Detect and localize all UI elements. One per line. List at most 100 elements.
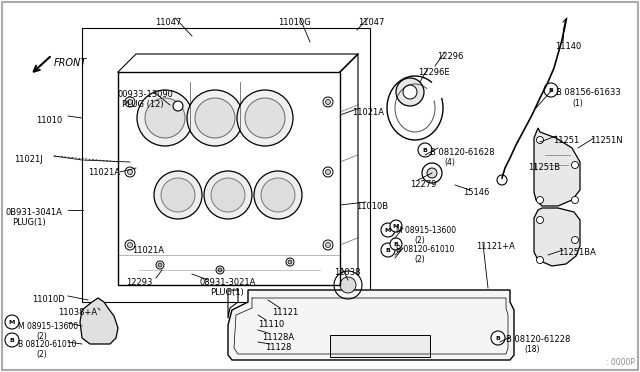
- Text: 11140: 11140: [555, 42, 581, 51]
- Text: (1): (1): [572, 99, 583, 108]
- Circle shape: [125, 97, 135, 107]
- Text: PLUG(1): PLUG(1): [12, 218, 45, 227]
- Text: 11010: 11010: [36, 116, 62, 125]
- Text: 11251N: 11251N: [590, 136, 623, 145]
- Text: (2): (2): [36, 332, 47, 341]
- Circle shape: [427, 168, 437, 178]
- Circle shape: [418, 143, 432, 157]
- Text: B 08120-61010: B 08120-61010: [396, 245, 454, 254]
- Circle shape: [161, 178, 195, 212]
- Text: M: M: [9, 320, 15, 324]
- Circle shape: [261, 178, 295, 212]
- Circle shape: [127, 99, 132, 105]
- Text: : 0000P: : 0000P: [606, 358, 635, 367]
- Text: 11121+A: 11121+A: [476, 242, 515, 251]
- Text: M: M: [393, 224, 399, 228]
- Text: 11110: 11110: [258, 320, 284, 329]
- Circle shape: [390, 220, 402, 232]
- Circle shape: [137, 90, 193, 146]
- Text: FRONT: FRONT: [54, 58, 87, 68]
- Bar: [330, 335, 430, 357]
- Text: 12293: 12293: [126, 278, 152, 287]
- Text: B: B: [495, 336, 500, 340]
- Text: B: B: [385, 247, 390, 253]
- Circle shape: [288, 260, 292, 264]
- Text: M 08915-13600: M 08915-13600: [18, 322, 78, 331]
- Circle shape: [323, 97, 333, 107]
- Polygon shape: [228, 290, 514, 360]
- Text: 11010D: 11010D: [32, 295, 65, 304]
- Circle shape: [125, 167, 135, 177]
- Circle shape: [158, 263, 162, 267]
- Text: B 08156-61633: B 08156-61633: [556, 88, 621, 97]
- Circle shape: [323, 240, 333, 250]
- Circle shape: [216, 266, 224, 274]
- Circle shape: [254, 171, 302, 219]
- Circle shape: [5, 333, 19, 347]
- Text: 11038: 11038: [334, 268, 360, 277]
- Circle shape: [396, 78, 424, 106]
- Polygon shape: [80, 298, 118, 344]
- Circle shape: [245, 98, 285, 138]
- Text: 12279: 12279: [410, 180, 436, 189]
- Text: 15146: 15146: [463, 188, 490, 197]
- Circle shape: [127, 170, 132, 174]
- Circle shape: [491, 331, 505, 345]
- Circle shape: [156, 261, 164, 269]
- Text: 08931-3021A: 08931-3021A: [200, 278, 257, 287]
- Text: M: M: [385, 228, 391, 232]
- Text: (4): (4): [444, 158, 455, 167]
- Text: PLUG (12): PLUG (12): [122, 100, 164, 109]
- Text: 11128: 11128: [265, 343, 291, 352]
- Circle shape: [323, 167, 333, 177]
- Text: 11038+A: 11038+A: [58, 308, 97, 317]
- Text: 11128A: 11128A: [262, 333, 294, 342]
- Text: B 08120-61628: B 08120-61628: [430, 148, 495, 157]
- Text: 11251: 11251: [553, 136, 579, 145]
- Circle shape: [390, 238, 402, 250]
- Text: PLUG(1): PLUG(1): [210, 288, 244, 297]
- Text: 11010G: 11010G: [278, 18, 311, 27]
- Text: 11047: 11047: [358, 18, 385, 27]
- Circle shape: [536, 196, 543, 203]
- Circle shape: [403, 85, 417, 99]
- Circle shape: [127, 243, 132, 247]
- Text: M 08915-13600: M 08915-13600: [396, 226, 456, 235]
- Circle shape: [544, 83, 558, 97]
- Circle shape: [286, 258, 294, 266]
- Circle shape: [195, 98, 235, 138]
- Text: B: B: [422, 148, 428, 153]
- Text: 12296: 12296: [437, 52, 463, 61]
- Circle shape: [326, 170, 330, 174]
- Circle shape: [154, 171, 202, 219]
- Text: B: B: [548, 87, 554, 93]
- Text: 11021J: 11021J: [14, 155, 43, 164]
- Circle shape: [326, 99, 330, 105]
- Circle shape: [5, 315, 19, 329]
- Circle shape: [125, 240, 135, 250]
- Text: (18): (18): [524, 345, 540, 354]
- Text: 11251B: 11251B: [528, 163, 560, 172]
- Circle shape: [381, 223, 395, 237]
- Circle shape: [145, 98, 185, 138]
- Text: (2): (2): [414, 255, 425, 264]
- Circle shape: [187, 90, 243, 146]
- Text: (2): (2): [414, 236, 425, 245]
- Circle shape: [218, 268, 222, 272]
- Text: 11251BA: 11251BA: [558, 248, 596, 257]
- Circle shape: [572, 237, 579, 244]
- Text: B 08120-61228: B 08120-61228: [506, 335, 570, 344]
- Text: 11021A: 11021A: [132, 246, 164, 255]
- Text: 11121: 11121: [272, 308, 298, 317]
- Text: (2): (2): [36, 350, 47, 359]
- Circle shape: [536, 257, 543, 263]
- Text: 12296E: 12296E: [418, 68, 450, 77]
- Text: 11047: 11047: [155, 18, 181, 27]
- Text: 11021A: 11021A: [88, 168, 120, 177]
- Text: 11021A: 11021A: [352, 108, 384, 117]
- Polygon shape: [534, 208, 580, 266]
- Circle shape: [173, 101, 183, 111]
- Circle shape: [237, 90, 293, 146]
- Circle shape: [340, 277, 356, 293]
- Circle shape: [497, 175, 507, 185]
